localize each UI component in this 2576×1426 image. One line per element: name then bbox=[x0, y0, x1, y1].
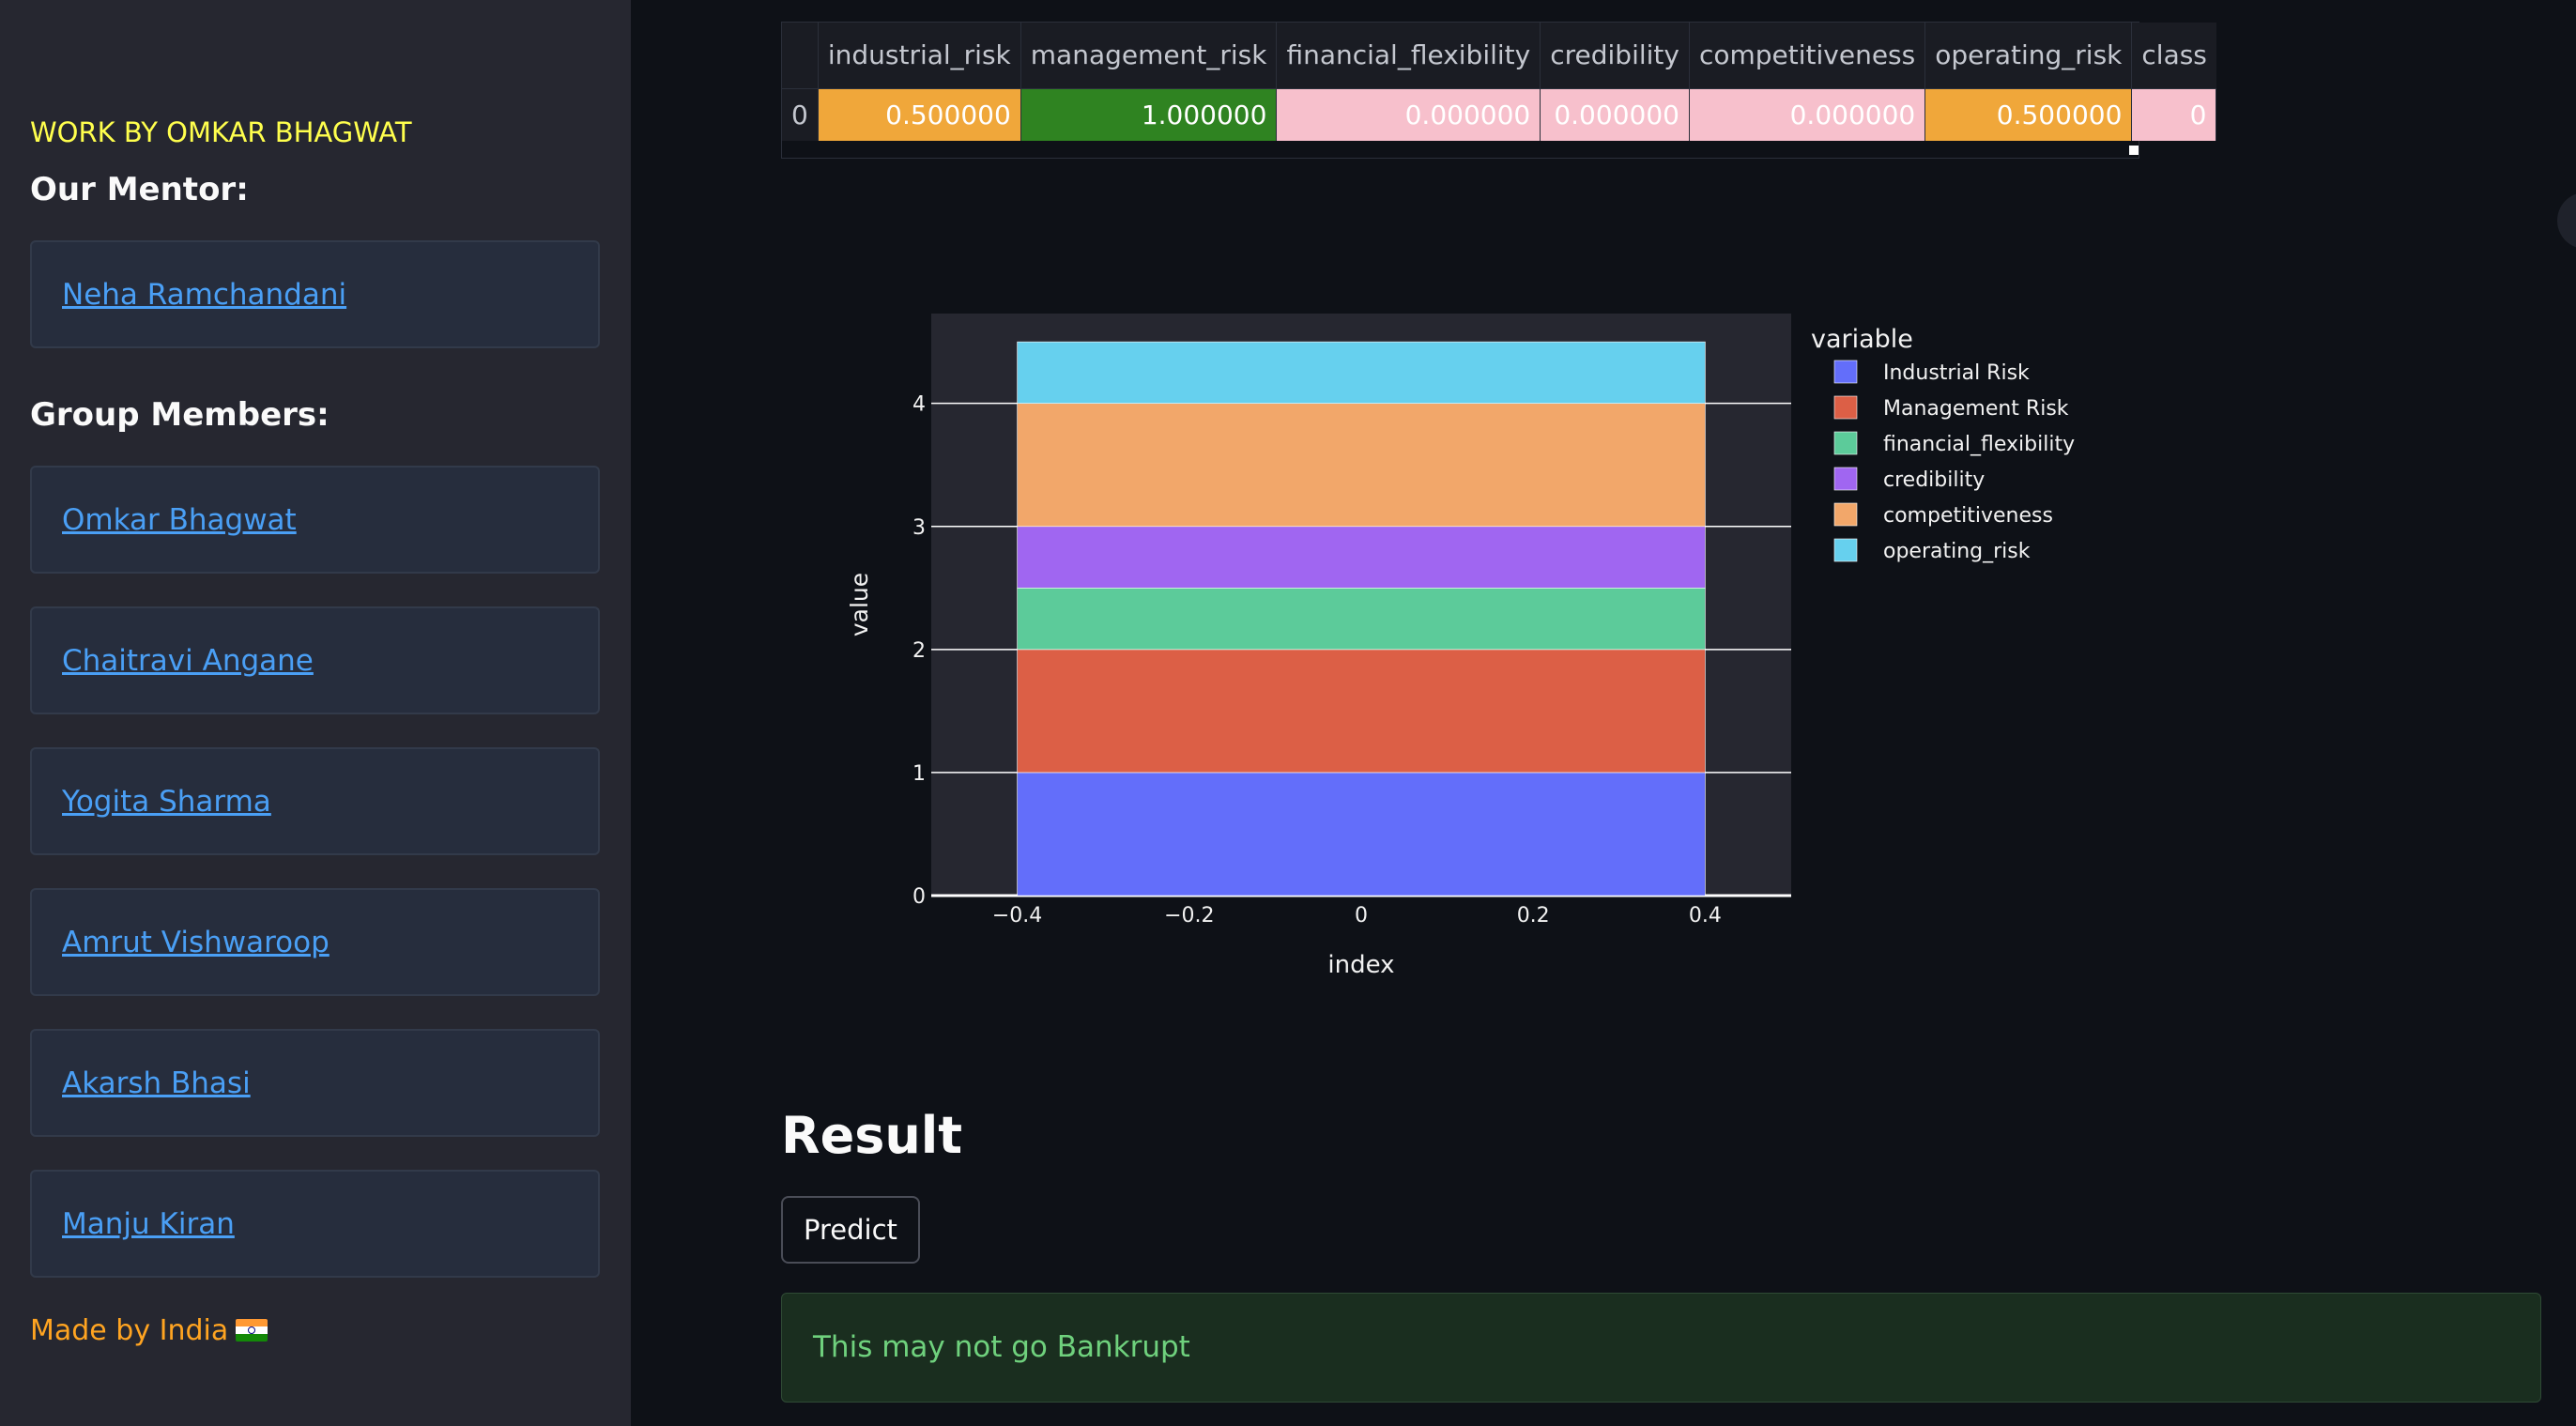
x-tick-label: −0.2 bbox=[1164, 904, 1214, 928]
legend-item-label[interactable]: Management Risk bbox=[1883, 397, 2069, 421]
column-header[interactable]: class bbox=[2131, 23, 2216, 89]
member-link[interactable]: Omkar Bhagwat bbox=[62, 503, 297, 537]
mentor-heading: Our Mentor: bbox=[30, 171, 249, 208]
member-link[interactable]: Chaitravi Angane bbox=[62, 644, 314, 678]
x-axis-label: index bbox=[1327, 951, 1394, 979]
bar-segment[interactable] bbox=[1017, 403, 1706, 528]
work-by-credit: WORK BY OMKAR BHAGWAT bbox=[30, 116, 412, 148]
table-header-row: industrial_risk management_risk financia… bbox=[782, 23, 2216, 89]
legend: variable Industrial Risk Management Risk f… bbox=[1811, 325, 2075, 563]
member-card: Amrut Vishwaroop bbox=[30, 888, 600, 996]
india-flag-icon bbox=[236, 1319, 268, 1342]
group-members-heading: Group Members: bbox=[30, 396, 330, 434]
bars-group bbox=[1017, 341, 1706, 897]
column-header[interactable]: operating_risk bbox=[1924, 23, 2133, 89]
y-tick-label: 3 bbox=[912, 516, 926, 540]
x-tick-label: 0 bbox=[1355, 904, 1368, 928]
table-cell[interactable]: 0.500000 bbox=[818, 88, 1021, 141]
member-link[interactable]: Amrut Vishwaroop bbox=[62, 926, 330, 959]
mentor-card: Neha Ramchandani bbox=[30, 240, 600, 348]
column-header[interactable]: financial_flexibility bbox=[1276, 23, 1541, 89]
y-tick-label: 4 bbox=[912, 393, 926, 417]
bar-segment[interactable] bbox=[1017, 649, 1706, 774]
predict-button[interactable]: Predict bbox=[781, 1196, 920, 1264]
legend-swatch[interactable] bbox=[1833, 431, 1858, 455]
member-card: Akarsh Bhasi bbox=[30, 1029, 600, 1137]
dataframe-table: industrial_risk management_risk financia… bbox=[782, 23, 2217, 141]
table-cell[interactable]: 1.000000 bbox=[1020, 88, 1278, 141]
result-message: This may not go Bankrupt bbox=[813, 1330, 1190, 1364]
y-tick-label: 1 bbox=[912, 762, 926, 786]
bar-segment[interactable] bbox=[1017, 772, 1706, 897]
result-heading: Result bbox=[781, 1106, 963, 1165]
legend-item-label[interactable]: credibility bbox=[1883, 468, 1985, 492]
made-by-footer: Made by India bbox=[30, 1311, 268, 1352]
legend-swatch[interactable] bbox=[1833, 360, 1858, 384]
member-card: Manju Kiran bbox=[30, 1170, 600, 1278]
x-tick-label: 0.2 bbox=[1517, 904, 1550, 928]
legend-swatch[interactable] bbox=[1833, 395, 1858, 420]
table-cell[interactable]: 0.000000 bbox=[1540, 88, 1690, 141]
index-header[interactable] bbox=[782, 23, 819, 89]
bar-segment[interactable] bbox=[1017, 526, 1706, 589]
sidebar: WORK BY OMKAR BHAGWAT Our Mentor: Neha R… bbox=[0, 0, 631, 1426]
made-by-text: Made by India bbox=[30, 1314, 229, 1347]
table-cell[interactable]: 0.000000 bbox=[1276, 88, 1541, 141]
y-axis-label: value bbox=[846, 573, 873, 636]
x-tick-label: 0.4 bbox=[1689, 904, 1722, 928]
member-card: Chaitravi Angane bbox=[30, 606, 600, 714]
scroll-edge-indicator bbox=[2557, 192, 2576, 249]
row-index-cell[interactable]: 0 bbox=[782, 88, 819, 141]
column-header[interactable]: industrial_risk bbox=[818, 23, 1021, 89]
table-cell[interactable]: 0 bbox=[2131, 88, 2217, 141]
table-cell[interactable]: 0.000000 bbox=[1689, 88, 1926, 141]
table-resize-handle[interactable] bbox=[2129, 146, 2139, 155]
legend-swatch[interactable] bbox=[1833, 502, 1858, 527]
stacked-bar-chart: 0 1 2 3 4 −0.4 −0.2 0 0.2 0.4 value index variab… bbox=[846, 314, 2075, 979]
member-link[interactable]: Manju Kiran bbox=[62, 1207, 235, 1241]
input-dataframe[interactable]: industrial_risk management_risk financia… bbox=[781, 22, 2217, 159]
y-tick-labels: 0 1 2 3 4 bbox=[912, 393, 926, 909]
x-tick-label: −0.4 bbox=[992, 904, 1042, 928]
result-alert: This may not go Bankrupt bbox=[781, 1293, 2541, 1403]
bar-segment[interactable] bbox=[1017, 341, 1706, 404]
table-row: 0 0.500000 1.000000 0.000000 0.000000 0.… bbox=[782, 88, 2217, 141]
x-tick-labels: −0.4 −0.2 0 0.2 0.4 bbox=[992, 904, 1722, 928]
column-header[interactable]: credibility bbox=[1540, 23, 1690, 89]
legend-item-label[interactable]: Industrial Risk bbox=[1883, 361, 2030, 385]
member-card: Yogita Sharma bbox=[30, 747, 600, 855]
legend-title: variable bbox=[1811, 325, 1913, 354]
y-tick-label: 0 bbox=[912, 885, 926, 909]
member-link[interactable]: Akarsh Bhasi bbox=[62, 1066, 251, 1100]
legend-item-label[interactable]: competitiveness bbox=[1883, 504, 2053, 528]
member-card: Omkar Bhagwat bbox=[30, 466, 600, 574]
member-link[interactable]: Yogita Sharma bbox=[62, 785, 271, 819]
column-header[interactable]: competitiveness bbox=[1689, 23, 1926, 89]
table-cell[interactable]: 0.500000 bbox=[1924, 88, 2133, 141]
legend-item-label[interactable]: operating_risk bbox=[1883, 540, 2031, 563]
legend-swatch[interactable] bbox=[1833, 538, 1858, 562]
legend-item-label[interactable]: financial_flexibility bbox=[1883, 433, 2075, 456]
y-tick-label: 2 bbox=[912, 639, 926, 663]
column-header[interactable]: management_risk bbox=[1020, 23, 1278, 89]
bar-segment[interactable] bbox=[1017, 588, 1706, 651]
mentor-link[interactable]: Neha Ramchandani bbox=[62, 278, 347, 312]
legend-swatch[interactable] bbox=[1833, 467, 1858, 491]
